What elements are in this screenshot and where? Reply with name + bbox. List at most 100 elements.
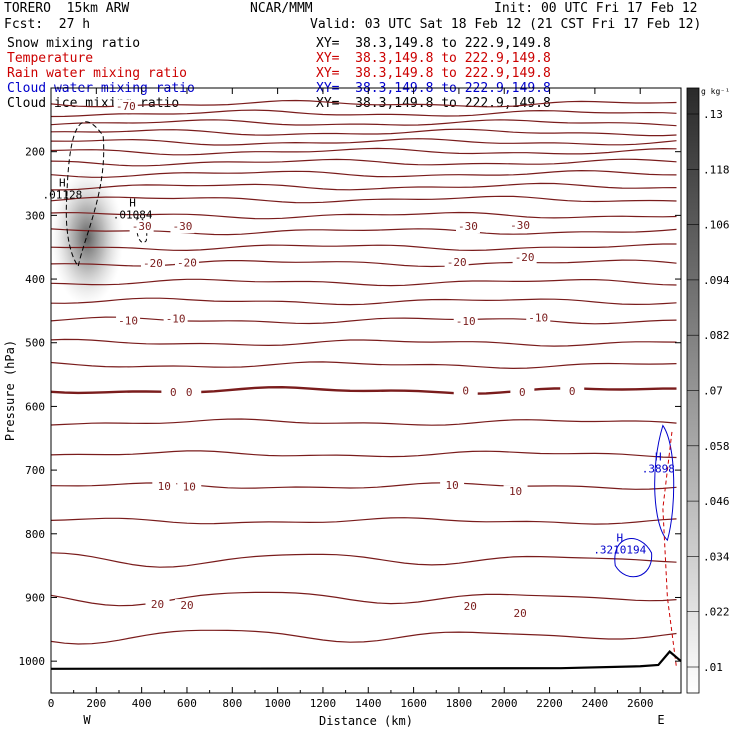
temperature-label-bg — [116, 314, 141, 328]
temperature-label: -10 — [166, 313, 186, 326]
temperature-label-bg — [458, 599, 483, 613]
temperature-label-bg — [152, 480, 177, 494]
isotherm — [50, 482, 677, 490]
field-xy-snow: XY= 38.3,149.8 to 222.9,149.8 — [316, 36, 551, 51]
temperature-label-bg — [455, 220, 480, 234]
temperature-label-bg — [508, 218, 533, 232]
isotherm — [50, 195, 677, 204]
x-tick-label: 1000 — [264, 697, 291, 710]
temperature-label: 0 — [519, 386, 526, 399]
isotherm — [50, 158, 677, 167]
cloud-ice-contour — [65, 121, 105, 268]
temperature-label: -30 — [458, 220, 478, 233]
isotherm — [50, 211, 677, 220]
forecast-hour: Fcst: 27 h — [4, 17, 91, 32]
temperature-label: -30 — [132, 220, 152, 233]
temperature-label-bg — [170, 220, 195, 234]
x-tick-label: 400 — [132, 697, 152, 710]
isotherm — [50, 109, 677, 118]
y-tick-label: 1000 — [19, 655, 46, 668]
temperature-label: -20 — [515, 251, 535, 264]
y-axis-title: Pressure (hPa) — [3, 340, 17, 441]
y-tick-label: 400 — [25, 273, 45, 286]
snow-shading — [51, 169, 124, 306]
temperature-label: -20 — [177, 256, 197, 269]
x-tick-label: 2200 — [536, 697, 563, 710]
extremum-high-label: H — [129, 196, 136, 209]
isotherm — [50, 119, 677, 127]
colorbar-tick-label: .058 — [703, 440, 730, 453]
west-label: W — [83, 713, 91, 727]
temperature-label-bg — [440, 478, 465, 492]
isotherm — [50, 138, 677, 146]
colorbar-tick-label: .034 — [703, 550, 730, 563]
temperature-label: 10 — [158, 480, 171, 493]
x-tick-label: 2400 — [582, 697, 609, 710]
isotherm — [50, 316, 677, 325]
temperature-label-bg — [113, 99, 138, 113]
x-tick-label: 200 — [86, 697, 106, 710]
temperature-label: 20 — [464, 600, 477, 613]
isotherm — [50, 629, 677, 645]
cloud-ice-contour — [136, 217, 148, 243]
temperature-label-bg — [444, 255, 469, 269]
isotherm — [50, 169, 677, 178]
model-title: TORERO 15km ARW — [4, 1, 130, 16]
isotherm — [50, 147, 677, 156]
temperature-label-bg — [177, 385, 202, 399]
isotherm — [50, 517, 677, 525]
field-xy-rain: XY= 38.3,149.8 to 222.9,149.8 — [316, 66, 551, 81]
plot-frame — [50, 87, 682, 694]
temperature-label-bg — [512, 250, 537, 264]
temperature-label-bg — [129, 220, 154, 234]
y-tick-label: 600 — [25, 400, 45, 413]
field-name-temperature: Temperature — [7, 51, 94, 66]
x-tick-label: 1400 — [355, 697, 382, 710]
isotherm — [50, 278, 677, 287]
temperature-label: -30 — [173, 220, 193, 233]
colorbar-tick-label: .01 — [703, 661, 723, 674]
center-title: NCAR/MMM — [250, 1, 313, 16]
x-tick-label: 2000 — [491, 697, 518, 710]
x-tick-label: 1200 — [310, 697, 337, 710]
extremum-high-label: H — [59, 177, 66, 190]
field-xy-temperature: XY= 38.3,149.8 to 222.9,149.8 — [316, 51, 551, 66]
y-tick-label: 300 — [25, 209, 45, 222]
temperature-label: 0 — [170, 386, 177, 399]
temperature-label-bg — [140, 257, 165, 271]
temperature-label: -10 — [456, 315, 476, 328]
isotherm — [50, 128, 677, 137]
isotherm — [50, 99, 677, 108]
colorbar-tick-label: .07 — [703, 385, 723, 398]
temperature-label: -70 — [116, 100, 136, 113]
isotherm — [50, 450, 677, 459]
colorbar-tick-label: .13 — [703, 108, 723, 121]
temperature-label-bg — [560, 385, 585, 399]
temperature-label: 10 — [445, 479, 458, 492]
temperature-label-bg — [453, 384, 478, 398]
y-tick-label: 200 — [25, 146, 45, 159]
isotherm — [51, 182, 677, 191]
x-axis-title: Distance (km) — [319, 714, 413, 728]
y-tick-label: 500 — [25, 337, 45, 350]
temperature-label: 20 — [513, 607, 526, 620]
y-tick-label: 800 — [25, 528, 45, 541]
temperature-label-bg — [177, 480, 202, 494]
east-label: E — [657, 713, 664, 727]
y-tick-label: 900 — [25, 591, 45, 604]
cloud-water-contour — [614, 538, 653, 578]
x-tick-label: 1800 — [446, 697, 473, 710]
colorbar-tick-label: .094 — [703, 274, 730, 287]
temperature-label-bg — [526, 311, 551, 325]
colorbar-tick-label: .118 — [703, 163, 730, 176]
extremum-value-label: .01084 — [113, 208, 153, 221]
init-time: Init: 00 UTC Fri 17 Feb 12 — [494, 1, 698, 16]
temperature-label: -10 — [118, 314, 138, 327]
valid-time: Valid: 03 UTC Sat 18 Feb 12 (21 CST Fri … — [310, 17, 702, 32]
isotherm — [50, 591, 677, 607]
y-tick-label: 700 — [25, 464, 45, 477]
x-tick-label: 600 — [177, 697, 197, 710]
temperature-label-bg — [510, 385, 535, 399]
temperature-label-bg — [174, 256, 199, 270]
